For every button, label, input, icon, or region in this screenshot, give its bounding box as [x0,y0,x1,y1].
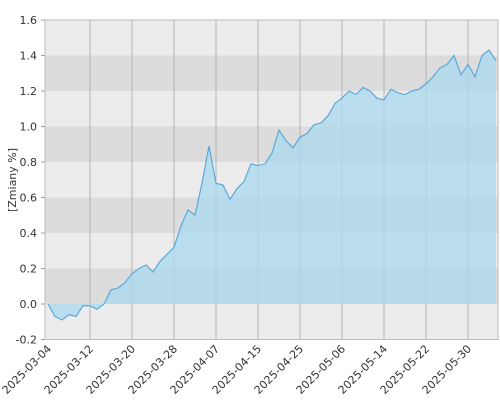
y-tick-label: 1.4 [20,50,38,63]
line [47,49,497,321]
y-tick-label: 1.0 [20,121,38,134]
y-axis-label: [Zmiany %] [6,148,19,212]
y-tick-label: 1.2 [20,85,38,98]
y-tick-label: -0.2 [16,334,37,347]
y-tick-label: 1.6 [20,14,38,27]
y-tick-label: 0.4 [20,227,38,240]
plot-band [45,55,498,91]
area [48,50,496,320]
y-tick-label: 0.8 [20,156,38,169]
y-tick-label: 0.0 [20,298,38,311]
y-tick-label: 0.6 [20,192,38,205]
y-tick-label: 0.2 [20,263,38,276]
plot-band [45,20,498,56]
plot-frame [44,19,499,340]
plot-band [45,304,498,340]
